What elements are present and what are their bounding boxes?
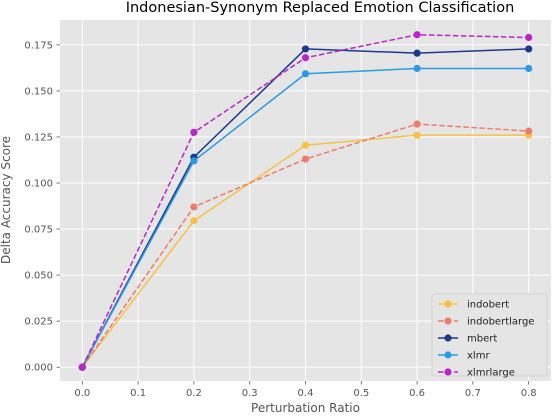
legend-item-xlmr: xlmr [438, 351, 490, 362]
x-tick-label: 0.7 [465, 388, 481, 399]
data-point-indobert [301, 141, 310, 149]
y-tick-label: 0.125 [24, 132, 53, 143]
data-point-indobertlarge [525, 127, 533, 135]
legend-label: indobert [467, 300, 509, 311]
x-tick-label: 0.8 [521, 388, 537, 399]
y-tick-label: 0.000 [24, 363, 53, 374]
legend-item-xlmrlarge: xlmrlarge [438, 368, 515, 379]
chart-title: Indonesian-Synonym Replaced Emotion Clas… [126, 0, 515, 16]
y-tick-label: 0.025 [24, 317, 53, 328]
x-axis-ticks: 0.0 0.1 0.2 0.3 0.4 0.5 0.6 0.7 0.8 [74, 381, 537, 399]
series-xlmr [78, 64, 533, 371]
x-tick-label: 0.4 [298, 388, 314, 399]
legend-item-indobert: indobert [438, 300, 509, 311]
y-tick-label: 0.100 [24, 179, 53, 190]
x-tick-label: 0.6 [409, 388, 425, 399]
y-axis-ticks: 0.000 0.025 0.050 0.075 0.100 0.125 0.150 0.175 [24, 40, 60, 374]
data-point-indobertlarge [413, 120, 421, 128]
x-tick-label: 0.5 [353, 388, 369, 399]
series-group [78, 31, 533, 371]
legend-marker [444, 368, 452, 376]
y-axis-label: Delta Accuracy Score [0, 136, 13, 264]
data-point-xlmrlarge [413, 31, 421, 39]
y-tick-label: 0.050 [24, 271, 53, 282]
legend-item-mbert: mbert [438, 334, 497, 345]
data-point-xlmr [301, 70, 310, 78]
x-tick-label: 0.2 [186, 388, 202, 399]
data-point-xlmrlarge [190, 128, 198, 136]
y-tick-label: 0.150 [24, 86, 53, 97]
data-point-mbert [525, 45, 533, 53]
data-point-xlmrlarge [78, 363, 86, 371]
legend-label: indobertlarge [467, 317, 534, 328]
legend-marker [444, 334, 452, 342]
legend-marker [444, 317, 452, 325]
legend-marker [444, 351, 452, 359]
x-tick-label: 0.1 [130, 388, 146, 399]
x-axis-label: Perturbation Ratio [251, 401, 360, 415]
data-point-xlmr [413, 64, 421, 73]
legend-box [431, 293, 548, 377]
data-point-indobert [190, 217, 198, 225]
y-tick-label: 0.075 [24, 225, 53, 236]
legend-label: xlmrlarge [467, 368, 515, 379]
x-tick-label: 0.0 [74, 388, 90, 399]
legend-label: mbert [467, 334, 497, 345]
x-tick-label: 0.3 [242, 388, 258, 399]
data-point-xlmrlarge [525, 33, 533, 42]
legend-label: xlmr [467, 351, 490, 362]
data-point-indobert [413, 131, 421, 139]
legend: indobert indobertlarge mbert xlmr xlmrlarge [431, 293, 548, 379]
data-point-mbert [301, 45, 310, 53]
data-point-indobertlarge [190, 203, 198, 211]
series-xlmrlarge [78, 31, 533, 371]
data-point-xlmrlarge [301, 54, 310, 62]
legend-marker [444, 300, 452, 308]
data-point-indobertlarge [301, 155, 310, 163]
data-point-xlmr [190, 157, 198, 165]
data-point-mbert [413, 49, 421, 57]
legend-item-indobertlarge: indobertlarge [438, 317, 534, 328]
y-tick-label: 0.175 [24, 40, 53, 51]
data-point-xlmr [525, 64, 533, 73]
